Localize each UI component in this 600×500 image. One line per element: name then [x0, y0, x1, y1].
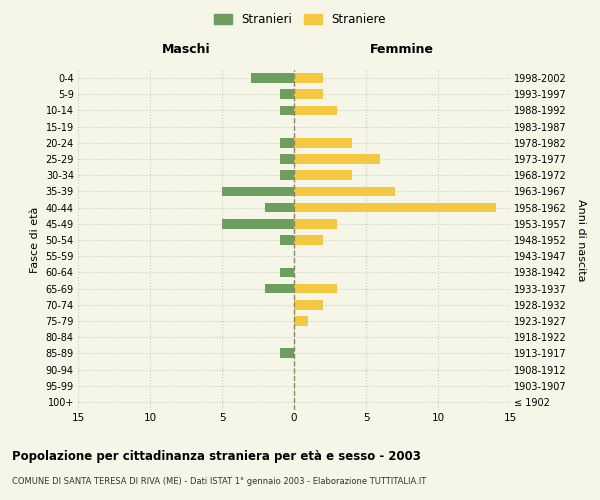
Bar [294, 235, 323, 245]
Bar [294, 284, 337, 294]
Bar [280, 170, 294, 180]
Bar [265, 284, 294, 294]
Bar [280, 235, 294, 245]
Bar [222, 219, 294, 228]
Text: Maschi: Maschi [161, 44, 211, 57]
Text: COMUNE DI SANTA TERESA DI RIVA (ME) - Dati ISTAT 1° gennaio 2003 - Elaborazione : COMUNE DI SANTA TERESA DI RIVA (ME) - Da… [12, 478, 426, 486]
Bar [294, 316, 308, 326]
Y-axis label: Fasce di età: Fasce di età [30, 207, 40, 273]
Bar [280, 106, 294, 116]
Bar [265, 203, 294, 212]
Bar [280, 90, 294, 99]
Y-axis label: Anni di nascita: Anni di nascita [577, 198, 586, 281]
Bar [294, 106, 337, 116]
Bar [294, 90, 323, 99]
Text: Femmine: Femmine [370, 44, 434, 57]
Bar [251, 73, 294, 83]
Bar [280, 268, 294, 277]
Legend: Stranieri, Straniere: Stranieri, Straniere [209, 8, 391, 31]
Bar [222, 186, 294, 196]
Bar [294, 170, 352, 180]
Bar [294, 73, 323, 83]
Bar [280, 138, 294, 147]
Bar [294, 186, 395, 196]
Bar [294, 154, 380, 164]
Bar [294, 138, 352, 147]
Bar [294, 300, 323, 310]
Text: Popolazione per cittadinanza straniera per età e sesso - 2003: Popolazione per cittadinanza straniera p… [12, 450, 421, 463]
Bar [280, 154, 294, 164]
Bar [280, 348, 294, 358]
Bar [294, 219, 337, 228]
Bar [294, 203, 496, 212]
